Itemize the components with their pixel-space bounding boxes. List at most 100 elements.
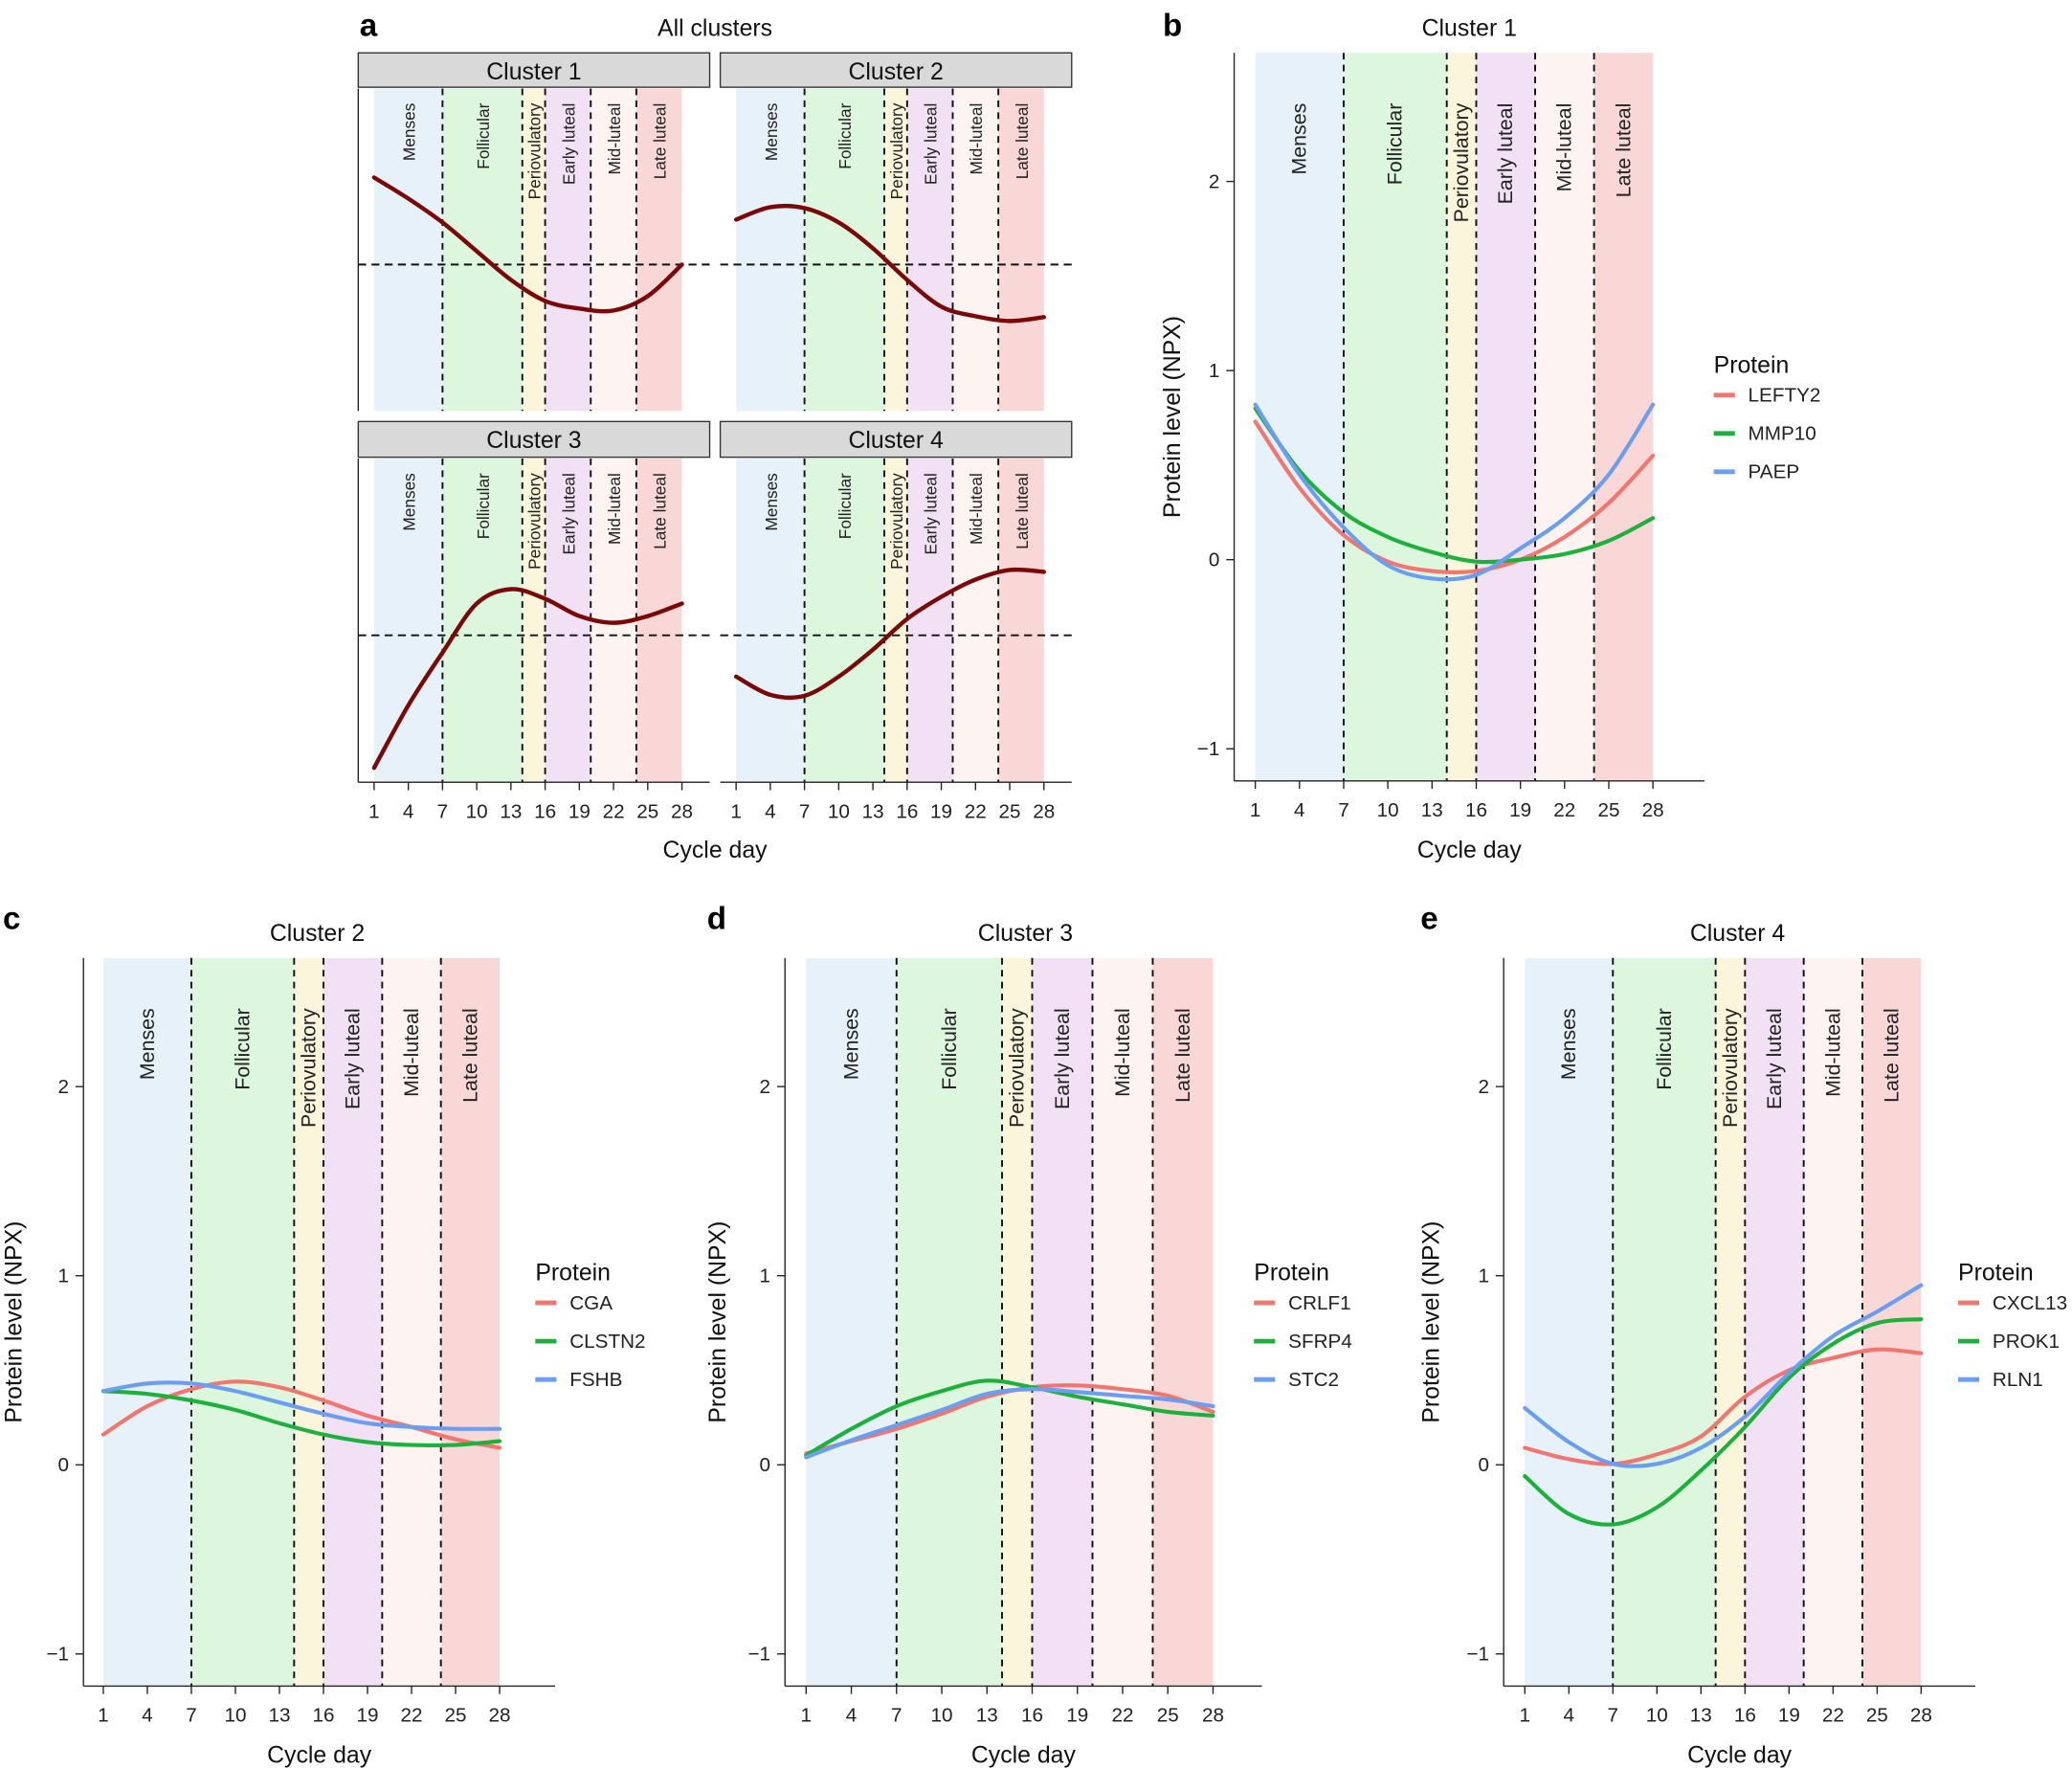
facet-strip: [719, 420, 1073, 459]
phase-label-early-luteal: Early luteal: [922, 103, 941, 185]
phase-label-mid-luteal: Mid-luteal: [605, 103, 624, 175]
x-axis-title: Cycle day: [1687, 1742, 1793, 1768]
x-tick-label: 4: [1564, 1705, 1575, 1727]
phase-band-follicular: [442, 88, 523, 412]
phase-label-menses: Menses: [839, 1008, 862, 1080]
panel-a-title: All clusters: [657, 15, 772, 41]
legend: Protein CGA CLSTN2 FSHB: [535, 1261, 645, 1391]
x-tick-label: 13: [976, 1705, 998, 1727]
facet-cluster-4: Cluster 4 Menses Follicular Periovulatory Ea…: [719, 420, 1073, 822]
x-tick-label: 4: [846, 1705, 858, 1727]
phase-band-early-luteal: [545, 459, 591, 783]
y-tick-label: 1: [760, 1265, 771, 1287]
x-tick-label: 28: [1642, 799, 1664, 821]
phase-label-early-luteal: Early luteal: [1494, 103, 1517, 205]
facet-strip: [357, 52, 711, 88]
facet-cluster-2: Cluster 2 Menses Follicular Periovulatory Ea…: [719, 52, 1073, 412]
panel-d: d Cluster 3 Menses Follicular Periovulatory E…: [705, 901, 1352, 1768]
phase-band-periovulatory: [1446, 53, 1477, 781]
phase-band-mid-luteal: [382, 957, 441, 1687]
x-tick-label: 22: [1111, 1705, 1133, 1727]
phase-band-late-luteal: [440, 957, 501, 1687]
x-tick-label: 28: [1202, 1705, 1224, 1727]
series-line-paep: [1253, 402, 1656, 582]
x-tick-label: 22: [1822, 1705, 1844, 1727]
series-line-mmp10: [1253, 406, 1656, 565]
x-tick-label: 25: [636, 800, 658, 822]
phase-band-mid-luteal: [1092, 957, 1153, 1687]
x-tick-label: 7: [1608, 1705, 1619, 1727]
x-tick-label: 4: [765, 800, 776, 822]
legend-label-paep: PAEP: [1749, 461, 1800, 483]
x-tick-label: 22: [1553, 799, 1575, 821]
x-tick-label: 4: [403, 800, 414, 822]
phase-label-late-luteal: Late luteal: [1612, 103, 1635, 198]
legend-label-sfrp4: SFRP4: [1288, 1331, 1352, 1353]
x-tick-label: 13: [1690, 1705, 1712, 1727]
phase-band-mid-luteal: [1803, 957, 1863, 1687]
panel-letter-d: d: [707, 901, 726, 936]
x-tick-label: 28: [489, 1705, 511, 1727]
y-tick-label: 0: [1209, 549, 1220, 571]
panel-letter-c: c: [3, 901, 20, 936]
phase-label-mid-luteal: Mid-luteal: [1111, 1008, 1134, 1097]
phase-label-follicular: Follicular: [1384, 103, 1407, 186]
phase-band-menses: [373, 459, 443, 783]
x-tick-label: 25: [999, 800, 1021, 822]
phase-label-follicular: Follicular: [1653, 1008, 1676, 1090]
legend-title: Protein: [1958, 1261, 2034, 1287]
series-line-rln1: [1523, 1283, 1924, 1468]
legend-label-rln1: RLN1: [1993, 1369, 2043, 1391]
y-axis-title: Protein level (NPX): [1160, 316, 1186, 518]
legend-label-stc2: STC2: [1288, 1369, 1339, 1391]
y-axis-title: Protein level (NPX): [705, 1221, 731, 1423]
phase-band-follicular: [896, 957, 1003, 1687]
x-tick-label: 7: [1338, 799, 1349, 821]
legend-label-cga: CGA: [569, 1292, 613, 1314]
panel-title: Cluster 3: [978, 921, 1073, 947]
y-tick-label: 0: [760, 1454, 771, 1476]
x-tick-label: 10: [1646, 1705, 1668, 1727]
phase-band-menses: [102, 957, 191, 1687]
phase-label-periovulatory: Periovulatory: [887, 102, 906, 199]
cluster-trend-line: [371, 587, 684, 771]
x-tick-label: 1: [730, 800, 742, 822]
phase-label-early-luteal: Early luteal: [559, 473, 578, 554]
x-tick-label: 7: [799, 800, 811, 822]
phase-label-late-luteal: Late luteal: [1013, 103, 1032, 180]
phase-label-early-luteal: Early luteal: [559, 103, 578, 185]
legend-label-fshb: FSHB: [569, 1369, 622, 1391]
phase-label-mid-luteal: Mid-luteal: [967, 103, 986, 175]
phase-band-early-luteal: [906, 459, 953, 783]
legend-title: Protein: [1254, 1261, 1329, 1287]
facet-strip: [719, 52, 1073, 88]
phase-band-late-luteal: [1152, 957, 1214, 1687]
cluster-trend-line: [733, 567, 1046, 701]
phase-band-late-luteal: [635, 88, 682, 412]
phase-label-mid-luteal: Mid-luteal: [605, 473, 624, 545]
phase-label-periovulatory: Periovulatory: [1450, 102, 1473, 222]
x-tick-label: 1: [1519, 1705, 1530, 1727]
legend-label-lefty2: LEFTY2: [1749, 385, 1821, 407]
legend: Protein LEFTY2 MMP10 PAEP: [1714, 352, 1821, 482]
phase-band-menses: [806, 957, 897, 1687]
x-tick-label: 19: [1778, 1705, 1800, 1727]
x-tick-label: 22: [401, 1705, 423, 1727]
y-tick-label: 2: [1209, 170, 1220, 192]
x-tick-label: 4: [142, 1705, 153, 1727]
phase-label-follicular: Follicular: [474, 473, 493, 539]
x-tick-label: 22: [603, 800, 625, 822]
phase-band-follicular: [1613, 957, 1716, 1687]
facet-cluster-3: Cluster 3 Menses Follicular Periovulatory Ea…: [357, 420, 711, 822]
x-tick-label: 13: [1421, 799, 1443, 821]
phase-band-periovulatory: [522, 459, 546, 783]
x-tick-label: 10: [466, 800, 488, 822]
series-line-stc2: [804, 1387, 1215, 1460]
x-tick-label: 16: [896, 800, 918, 822]
phase-band-late-luteal: [1593, 53, 1654, 781]
phase-band-mid-luteal: [590, 88, 636, 412]
phase-band-periovulatory: [884, 459, 907, 783]
x-tick-label: 13: [862, 800, 884, 822]
phase-label-late-luteal: Late luteal: [1013, 473, 1032, 549]
panel-c: c Cluster 2 Menses Follicular Periovulatory E…: [1, 901, 645, 1768]
